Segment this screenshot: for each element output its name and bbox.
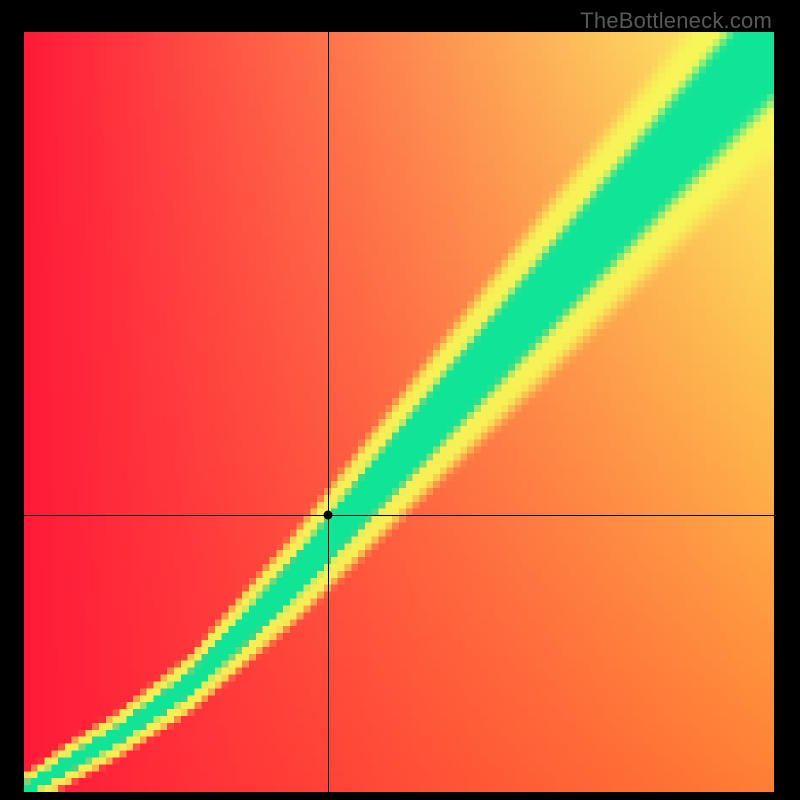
watermark: TheBottleneck.com — [580, 8, 772, 34]
crosshair-horizontal — [24, 515, 774, 516]
crosshair-vertical — [328, 32, 329, 792]
heatmap-canvas — [24, 32, 774, 792]
crosshair-dot — [323, 510, 332, 519]
heatmap-plot — [24, 32, 774, 792]
chart-container: { "watermark_text": "TheBottleneck.com",… — [0, 0, 800, 800]
